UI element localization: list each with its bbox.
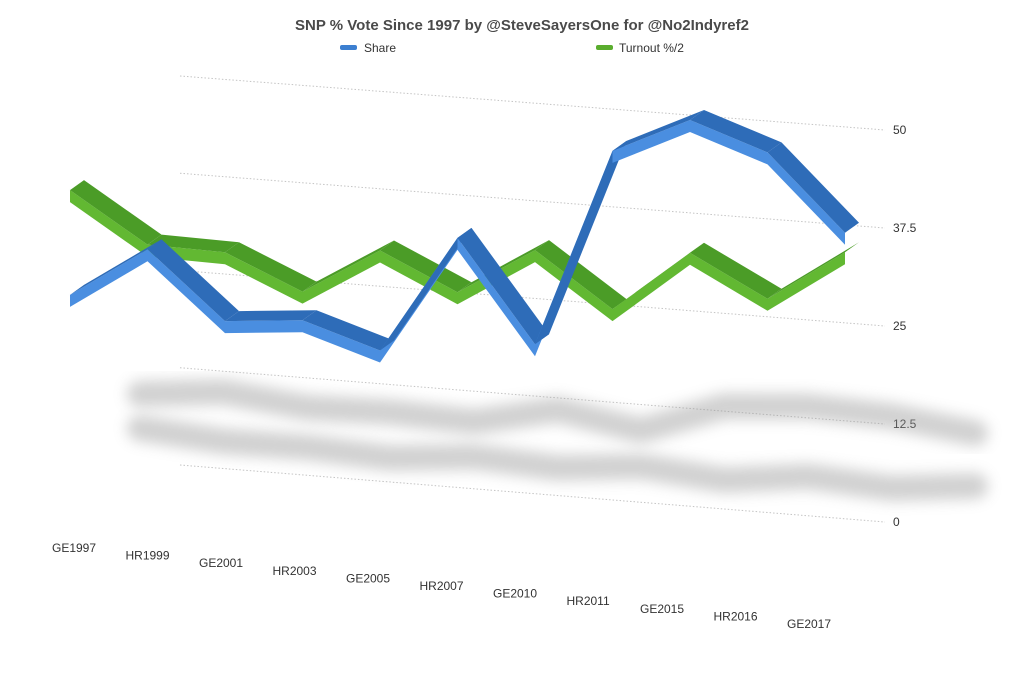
gridline (179, 75, 886, 131)
series-segment-side (70, 190, 148, 257)
y-tick-label: 37.5 (893, 221, 917, 235)
series-shadows (127, 378, 988, 502)
data-point (534, 343, 537, 346)
data-point (689, 119, 692, 122)
chart-title: SNP % Vote Since 1997 by @SteveSayersOne… (295, 17, 749, 34)
gridline (179, 270, 886, 327)
data-point (301, 290, 304, 293)
x-tick-label: GE2005 (346, 571, 390, 585)
y-tick-label: 50 (893, 123, 907, 137)
data-point (379, 249, 382, 252)
series-segment-side (225, 320, 303, 334)
series-segment-side (302, 320, 380, 363)
series-segment-side (70, 249, 148, 307)
series-segment-side (302, 250, 380, 304)
series-segment-side (535, 250, 613, 322)
data-point (689, 251, 692, 254)
data-point (301, 319, 304, 322)
gridline (179, 464, 886, 523)
data-point (766, 297, 769, 300)
series-0 (69, 110, 859, 363)
x-tick-label: HR2011 (567, 594, 610, 608)
series-segment-top (147, 234, 239, 253)
series-segment-top (225, 310, 317, 322)
data-point (844, 251, 847, 254)
data-point (146, 243, 149, 246)
series-shadow (127, 415, 988, 502)
data-point (766, 151, 769, 154)
gridline (179, 172, 886, 229)
x-tick-label: GE2010 (493, 587, 537, 601)
x-tick-label: GE2001 (199, 556, 243, 570)
data-point (224, 251, 227, 254)
x-axis-categories: GE1997 HR1999 GE2001 HR2003 GE2005 HR2007 GE20… (52, 541, 831, 631)
legend-label-share: Share (364, 41, 396, 55)
series-segment-side (767, 252, 845, 311)
x-tick-label: GE2015 (640, 602, 684, 616)
series-segment-side (690, 252, 768, 311)
series-segment-side (457, 237, 535, 357)
x-tick-label: HR2007 (420, 579, 464, 593)
series-ribbons (69, 110, 859, 363)
series-segment-side (767, 152, 845, 245)
x-tick-label: GE1997 (52, 541, 96, 555)
data-point (456, 236, 459, 239)
data-point (69, 293, 72, 296)
legend-label-turnout: Turnout %/2 (619, 41, 684, 55)
series-segment-side (612, 252, 690, 322)
series-segment-top (690, 242, 782, 299)
series-segment-top (302, 240, 394, 292)
data-point (224, 320, 227, 323)
series-segment-side (380, 250, 458, 305)
series-segment-top (767, 242, 859, 299)
series-segment-top (612, 110, 704, 151)
series-segment-top (612, 242, 704, 310)
x-tick-label: GE2017 (787, 617, 831, 631)
series-segment-top (690, 110, 782, 153)
data-point (611, 308, 614, 311)
series-shadow (127, 378, 988, 447)
x-tick-label: HR2016 (714, 609, 758, 623)
series-segment-top (147, 239, 239, 322)
series-segment-top (767, 142, 859, 233)
data-point (534, 249, 537, 252)
series-segment-top (535, 140, 627, 345)
legend-swatch-share (340, 45, 357, 50)
series-segment-side (225, 252, 303, 304)
series-segment-top (380, 240, 472, 293)
legend-swatch-turnout (596, 45, 613, 50)
series-segment-top (225, 242, 317, 292)
y-tick-label: 0 (893, 515, 900, 529)
data-point (379, 349, 382, 352)
y-tick-label: 25 (893, 319, 907, 333)
series-segment-top (380, 227, 472, 351)
series-segment-top (457, 227, 549, 345)
data-point (456, 291, 459, 294)
x-tick-label: HR2003 (273, 564, 317, 578)
series-segment-side (690, 120, 768, 165)
data-point (611, 149, 614, 152)
data-point (844, 231, 847, 234)
data-point (69, 189, 72, 192)
series-segment-top (302, 310, 394, 351)
series-segment-top (70, 180, 162, 245)
data-point (146, 248, 149, 251)
series-segment-top (70, 239, 162, 295)
series-1 (69, 180, 859, 322)
series-segment-side (147, 249, 225, 334)
legend: Share Turnout %/2 (340, 41, 684, 55)
x-tick-label: HR1999 (126, 549, 170, 563)
series-segment-side (612, 120, 690, 163)
series-segment-top (535, 240, 627, 310)
